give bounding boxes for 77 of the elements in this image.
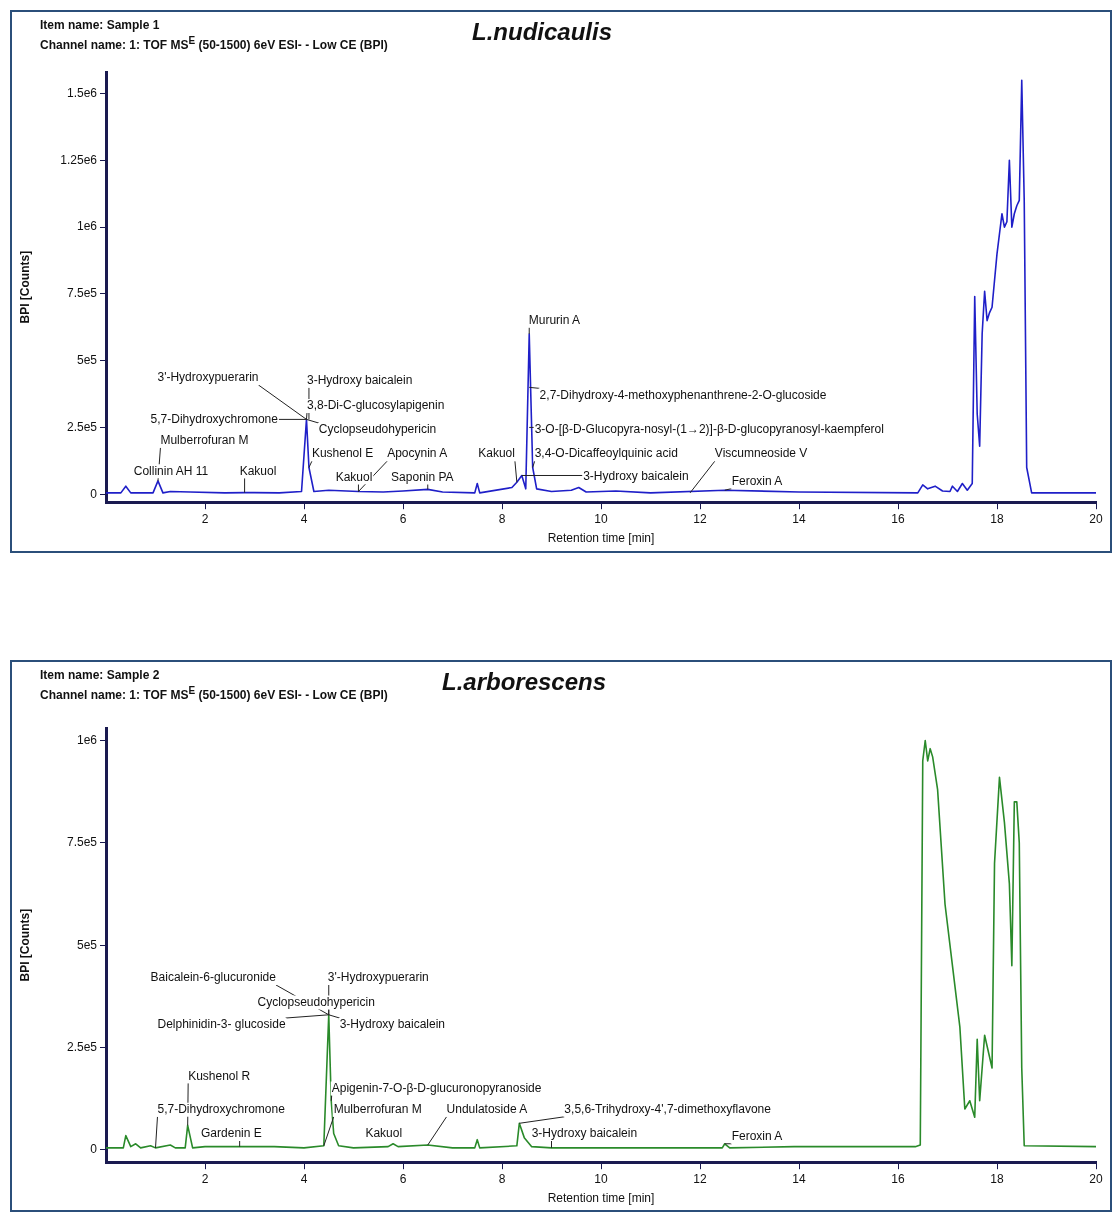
- x-tick-label: 4: [300, 511, 308, 526]
- annotation: Kushenol R: [188, 1068, 251, 1083]
- y-tick-label: 5e5: [76, 937, 98, 952]
- annotation: Cyclopseudohypericin: [318, 422, 437, 437]
- annotation: Gardenin E: [201, 1126, 262, 1141]
- y-tick-label: 0: [90, 1142, 98, 1157]
- chart-title: L.arborescens: [442, 668, 607, 696]
- y-axis-title: BPI [Counts]: [17, 908, 32, 982]
- y-axis-title: BPI [Counts]: [17, 250, 32, 324]
- x-tick-label: 20: [1089, 1171, 1103, 1186]
- chart-title: L.nudicaulis: [472, 18, 613, 46]
- x-tick-label: 16: [891, 511, 905, 526]
- chart-subtitle: Item name: Sample 1: [40, 18, 160, 32]
- annotation: Kushenol E: [311, 446, 374, 461]
- annotation: Kakuol: [478, 446, 515, 461]
- x-tick-label: 10: [594, 1171, 608, 1186]
- x-tick-label: 14: [792, 511, 806, 526]
- y-tick-label: 5e5: [76, 352, 98, 367]
- annotation: 3'-Hydroxypuerarin: [157, 370, 259, 385]
- annotation: 3,4-O-Dicaffeoylquinic acid: [534, 446, 678, 461]
- y-tick-label: 0: [90, 486, 98, 501]
- x-tick-label: 8: [498, 511, 506, 526]
- annotation: 3-Hydroxy baicalein: [583, 468, 689, 483]
- x-axis-title: Retention time [min]: [547, 531, 655, 546]
- y-tick-label: 1e6: [76, 219, 98, 234]
- x-tick-label: 8: [498, 1171, 506, 1186]
- annotation: 2,7-Dihydroxy-4-methoxyphenanthrene-2-O-glucoside: [539, 387, 827, 402]
- x-tick-label: 12: [693, 1171, 707, 1186]
- y-tick-label: 2.5e5: [66, 419, 98, 434]
- annotation: 3-Hydroxy baicalein: [531, 1126, 638, 1141]
- chart-subtitle: Item name: Sample 2: [40, 668, 160, 682]
- x-tick-label: 10: [594, 511, 608, 526]
- annotation: Mulberrofuran M: [333, 1102, 422, 1117]
- annotation: Undulatoside A: [446, 1102, 528, 1117]
- x-tick-label: 6: [399, 511, 407, 526]
- annotation: Baicalein-6-glucuronide: [150, 970, 277, 985]
- annotation: 3-Hydroxy baicalein: [306, 372, 413, 387]
- annotation: Apocynin A: [387, 446, 448, 461]
- x-tick-label: 20: [1089, 511, 1103, 526]
- annotation: Kakuol: [365, 1126, 403, 1141]
- x-axis-title: Retention time [min]: [547, 1191, 655, 1206]
- annotation: 3'-Hydroxypuerarin: [327, 970, 429, 985]
- annotation: 5,7-Dihydroxychromone: [150, 411, 279, 426]
- annotation: Mururin A: [528, 312, 581, 327]
- x-tick-label: 18: [990, 511, 1004, 526]
- x-tick-label: 2: [201, 511, 209, 526]
- annotation: 3,8-Di-C-glucosylapigenin: [306, 398, 445, 413]
- x-tick-label: 6: [399, 1171, 407, 1186]
- annotation: Collinin AH 11: [133, 463, 209, 478]
- y-tick-label: 2.5e5: [66, 1039, 98, 1054]
- annotation: Kakuol: [335, 469, 373, 484]
- annotation: Feroxin A: [731, 473, 783, 488]
- x-tick-label: 16: [891, 1171, 905, 1186]
- text: Channel name: 1: TOF MS$^{E}$ (50-1500) 6eV ESI- - Low CE (BPI): [40, 35, 388, 52]
- annotation: Mulberrofuran M: [160, 433, 249, 448]
- annotation: 3-Hydroxy baicalein: [339, 1017, 446, 1032]
- annotation: 3,5,6-Trihydroxy-4',7-dimethoxyflavone: [564, 1102, 772, 1117]
- y-tick-label: 1.25e6: [60, 152, 98, 167]
- annotation: 5,7-Dihydroxychromone: [157, 1102, 286, 1117]
- x-tick-label: 18: [990, 1171, 1004, 1186]
- x-tick-label: 4: [300, 1171, 308, 1186]
- y-tick-label: 1e6: [76, 732, 98, 747]
- annotation: Feroxin A: [731, 1129, 783, 1144]
- annotation: 3-O-[β-D-Glucopyra-nosyl-(1→2)]-β-D-glucopyranosyl-kaempferol: [534, 422, 884, 437]
- y-tick-label: 7.5e5: [66, 286, 98, 301]
- annotation: Delphinidin-3- glucoside: [157, 1017, 286, 1032]
- annotation: Kakuol: [239, 463, 277, 478]
- y-tick-label: 1.5e6: [66, 85, 98, 100]
- x-tick-label: 14: [792, 1171, 806, 1186]
- annotation: Viscumneoside V: [714, 446, 808, 461]
- y-tick-label: 7.5e5: [66, 835, 98, 850]
- annotation: Apigenin-7-O-β-D-glucuronopyranoside: [331, 1080, 542, 1095]
- x-tick-label: 2: [201, 1171, 209, 1186]
- annotation: Saponin PA: [391, 469, 454, 484]
- annotation: Cyclopseudohypericin: [257, 994, 375, 1009]
- text: Channel name: 1: TOF MS$^{E}$ (50-1500) 6eV ESI- - Low CE (BPI): [40, 685, 388, 702]
- x-tick-label: 12: [693, 511, 707, 526]
